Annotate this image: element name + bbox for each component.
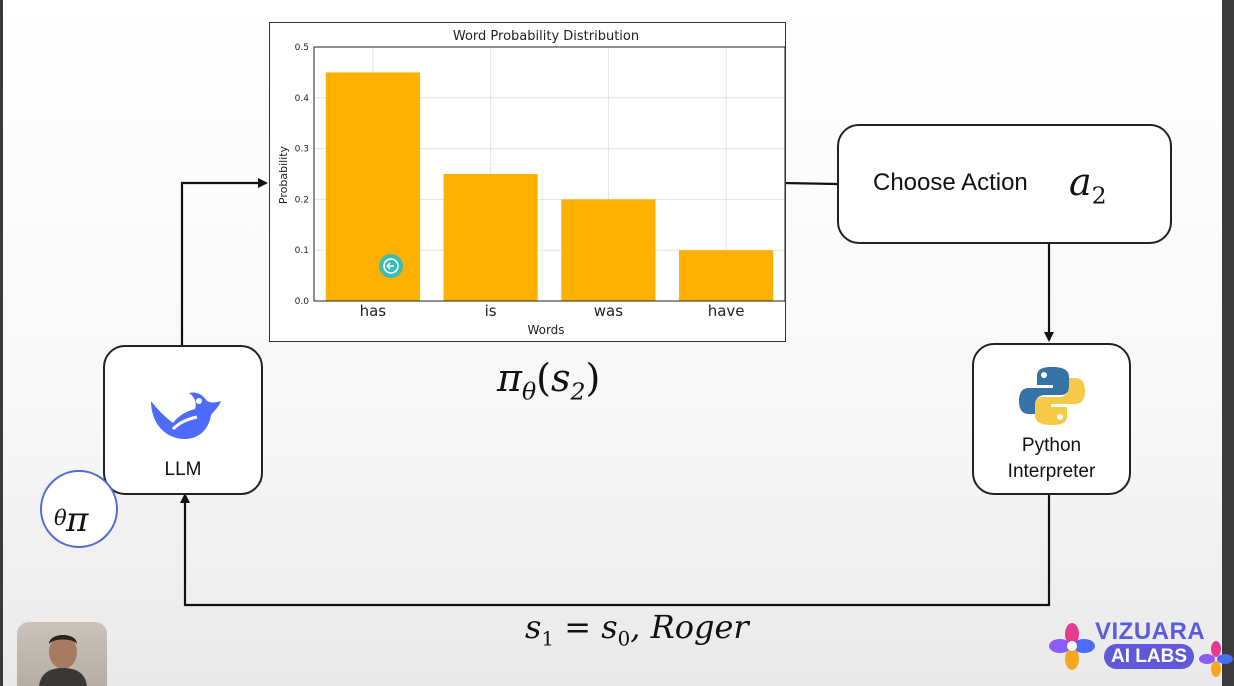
left-frame-edge [0, 0, 3, 686]
bar-has [325, 72, 420, 302]
chart-ylabel: Probability [277, 145, 290, 204]
brand-name: VIZUARA [1095, 618, 1206, 645]
state-equals: = [554, 608, 602, 646]
state-s1-subscript: 1 [541, 627, 555, 651]
policy-state: s [551, 356, 571, 400]
x-tick-label: has [360, 302, 387, 320]
action-symbol: a [1069, 160, 1092, 204]
action-a2: a2 [1069, 160, 1107, 210]
vizuara-flower-small-icon [1199, 641, 1233, 677]
policy-state-subscript: 2 [570, 377, 586, 406]
right-frame-edge [1222, 0, 1234, 686]
choose-action-node: Choose Action a2 [837, 124, 1172, 244]
policy-symbol: π [497, 356, 522, 400]
policy-subscript: θ [521, 377, 537, 406]
chart-title: Word Probability Distribution [453, 29, 639, 44]
chart-svg: Word Probability Distribution Probabilit… [277, 29, 786, 337]
y-tick-label: 0.5 [295, 43, 309, 53]
policy-circle-pi: π [66, 500, 89, 540]
y-tick-label: 0.3 [295, 145, 309, 155]
y-tick-label: 0.2 [295, 195, 309, 205]
presenter-webcam [17, 622, 107, 686]
llm-node: LLM [103, 345, 263, 495]
probability-chart: Word Probability Distribution Probabilit… [269, 22, 786, 342]
deepseek-whale-icon [151, 392, 221, 439]
y-tick-label: 0.1 [295, 246, 309, 256]
python-label-line2: Interpreter [1007, 461, 1096, 482]
python-interpreter-node: Python Interpreter [972, 343, 1131, 495]
policy-circle-theta: θ [54, 504, 67, 530]
state-s0: s [601, 608, 618, 646]
vizuara-logo: VIZUARA AI LABS [1048, 618, 1234, 686]
state-s1: s [525, 608, 542, 646]
state-rest: , Roger [630, 608, 749, 646]
policy-of-state-label: πθ(s2) [497, 356, 601, 406]
x-tick-label: was [594, 302, 623, 320]
y-tick-label: 0.0 [295, 297, 310, 307]
python-label-line1: Python [1021, 435, 1082, 456]
state-transition-label: s1 = s0, Roger [525, 608, 749, 650]
x-tick-label: is [485, 302, 497, 320]
x-tick-label: have [708, 302, 745, 320]
llm-label: LLM [164, 459, 202, 480]
action-subscript: 2 [1091, 181, 1107, 210]
brand-tagline: AI LABS [1104, 644, 1194, 669]
chart-xlabel: Words [527, 323, 564, 337]
choose-action-label: Choose Action [873, 169, 1028, 196]
arrow-python-to-llm [180, 491, 1051, 607]
presenter-silhouette [39, 635, 87, 686]
arrow-llm-to-chart [180, 178, 268, 345]
bar-was [561, 199, 656, 301]
state-s0-subscript: 0 [617, 627, 631, 651]
line-chart-to-action [783, 181, 838, 186]
bar-is [443, 174, 538, 301]
python-logo-icon [1019, 367, 1085, 425]
back-arrow-cursor-icon [379, 254, 403, 278]
bar-have [679, 250, 774, 301]
y-tick-label: 0.4 [295, 94, 310, 104]
vizuara-flower-icon [1049, 623, 1095, 670]
